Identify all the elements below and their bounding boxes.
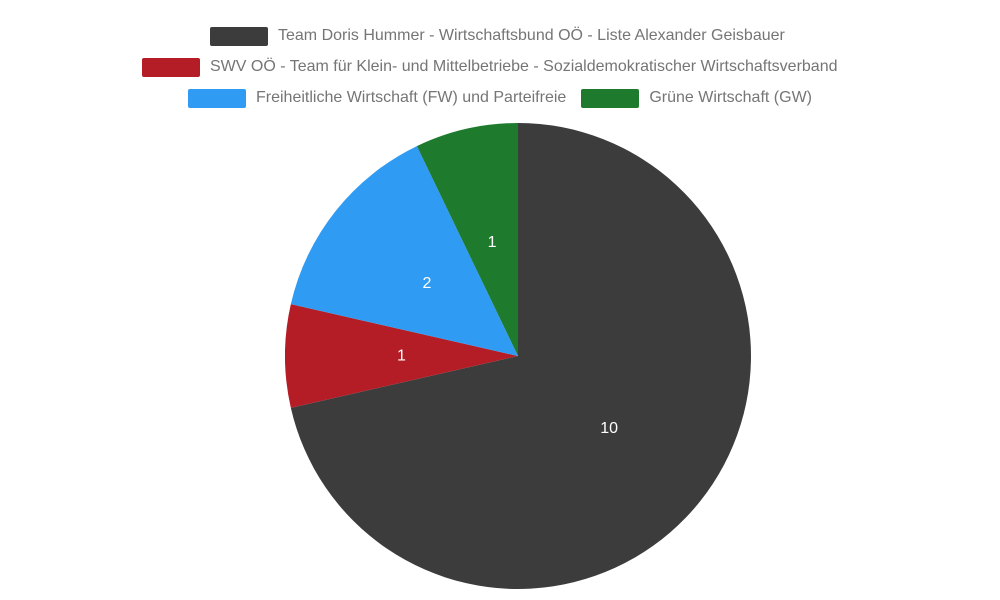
legend-item-label: Grüne Wirtschaft (GW) — [649, 89, 812, 106]
pie-slice-2[interactable] — [290, 146, 518, 356]
legend-item-label: Team Doris Hummer - Wirtschaftsbund OÖ -… — [278, 27, 785, 44]
legend-item-label: Freiheitliche Wirtschaft (FW) und Partei… — [256, 89, 567, 106]
legend-swatch-gruene-wirtschaft — [581, 88, 640, 108]
legend-item-gruene-wirtschaft[interactable]: Grüne Wirtschaft (GW) — [581, 88, 812, 108]
legend-item-label: SWV OÖ - Team für Klein- und Mittelbetri… — [210, 58, 838, 75]
legend-row-3: Freiheitliche Wirtschaft (FW) und Partei… — [188, 88, 812, 108]
legend-swatch-freiheitliche-wirtschaft — [188, 88, 246, 108]
pie-value-label-3: 1 — [488, 234, 497, 251]
pie-svg: 10 1 2 1 — [285, 123, 751, 589]
pie: 10 1 2 1 — [285, 123, 751, 589]
pie-value-label-2: 2 — [422, 275, 431, 292]
legend-swatch-swv-oo — [142, 57, 200, 77]
legend-row-2: SWV OÖ - Team für Klein- und Mittelbetri… — [142, 57, 838, 77]
legend-item-team-doris-hummer[interactable]: Team Doris Hummer - Wirtschaftsbund OÖ -… — [210, 26, 785, 46]
pie-value-label-1: 1 — [397, 348, 406, 365]
legend-row-1: Team Doris Hummer - Wirtschaftsbund OÖ -… — [210, 26, 785, 46]
pie-slice-1[interactable] — [285, 304, 518, 408]
pie-value-label-0: 10 — [600, 420, 618, 437]
legend-item-swv-oo[interactable]: SWV OÖ - Team für Klein- und Mittelbetri… — [142, 57, 838, 77]
legend-swatch-team-doris-hummer — [210, 26, 268, 46]
pie-slice-3[interactable] — [416, 123, 518, 356]
legend-item-freiheitliche-wirtschaft[interactable]: Freiheitliche Wirtschaft (FW) und Partei… — [188, 88, 566, 108]
pie-slice-0[interactable] — [290, 123, 751, 589]
